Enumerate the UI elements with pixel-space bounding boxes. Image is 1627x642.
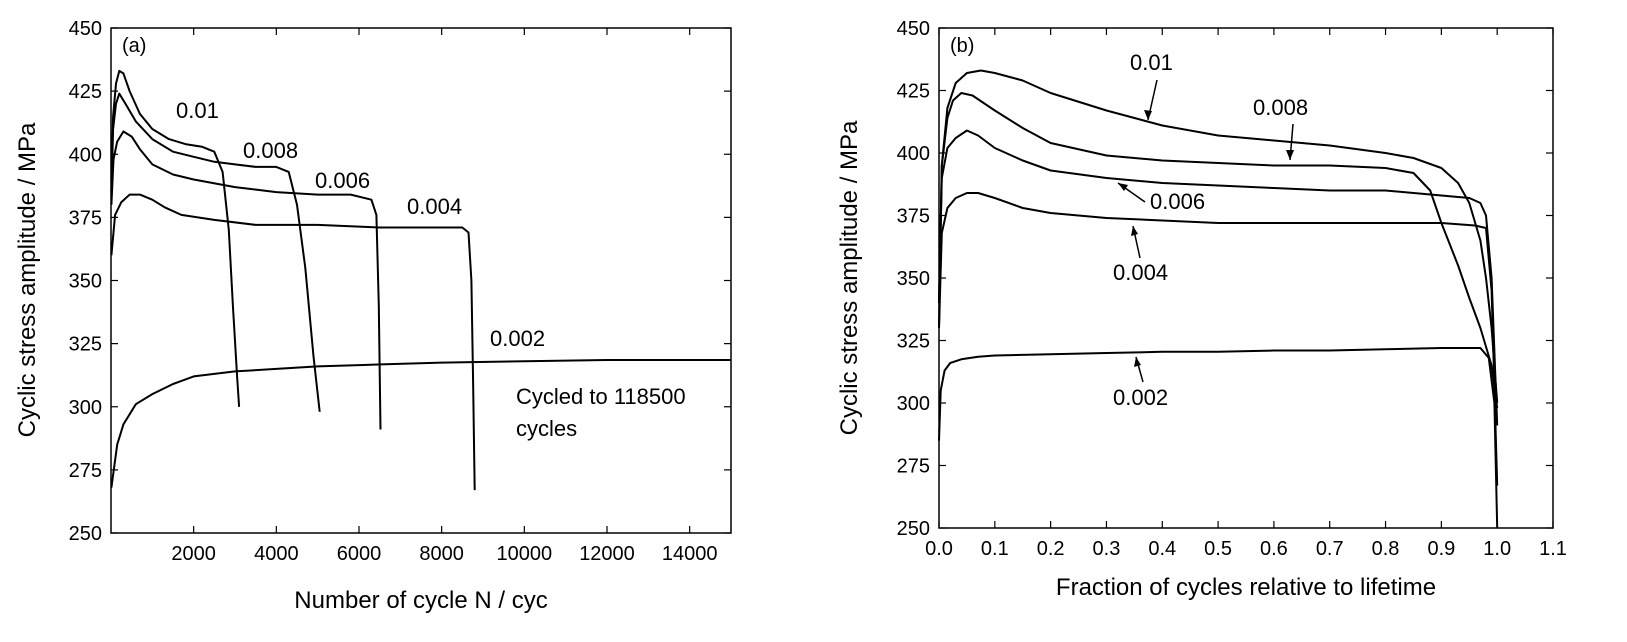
y-axis-label-a: Cyclic stress amplitude / MPa [14,122,41,437]
y-tick-label: 300 [69,397,102,419]
x-tick-label: 1.0 [1483,538,1511,560]
ticks-b: 250 275 300 325 350 375 400 425 450 0.0 0.1 0.2 0.3 0… [897,18,1567,560]
x-tick-label: 14000 [662,543,718,565]
annotation-a-cycled: Cycled to 118500 [516,384,686,409]
annotation-b-0.008: 0.008 [1253,95,1308,120]
y-tick-label: 275 [69,460,102,482]
y-tick-label: 300 [897,393,930,415]
arrowhead-b-0.002 [1134,357,1141,367]
y-tick-label: 425 [897,81,930,103]
y-tick-label: 375 [897,206,930,228]
y-tick-label: 325 [69,334,102,356]
y-tick-label: 250 [69,523,102,545]
curves-b [938,69,1499,529]
annotation-a-0.01: 0.01 [176,98,219,123]
x-tick-label: 12000 [579,543,635,565]
x-tick-label: 0.5 [1204,538,1232,560]
annotation-b-0.004: 0.004 [1113,260,1168,285]
x-tick-label: 0.6 [1260,538,1288,560]
series-line-b-0.01 [938,69,1499,404]
annotation-a-0.006: 0.006 [315,168,370,193]
x-tick-label: 0.1 [981,538,1009,560]
x-tick-label: 0.0 [925,538,953,560]
arrowhead-b-0.008 [1286,150,1294,160]
panel-b: 250 275 300 325 350 375 400 425 450 0.0 0.1 0.2 0.3 0… [836,18,1567,601]
y-tick-label: 450 [897,18,930,40]
annotation-a-0.004: 0.004 [407,194,462,219]
y-axis-label-b: Cyclic stress amplitude / MPa [836,120,863,435]
arrowhead-b-0.004 [1131,226,1138,236]
series-line-a-0.008 [110,92,321,412]
x-tick-label: 0.2 [1037,538,1065,560]
annotation-a-0.002: 0.002 [490,326,545,351]
panel-a: 250 275 300 325 350 375 400 425 450 2000 4000 6000 8… [14,18,732,614]
annotation-b-0.01: 0.01 [1130,50,1173,75]
curves-a [110,69,731,491]
x-axis-label-a: Number of cycle N / cyc [294,587,547,614]
x-tick-label: 0.7 [1316,538,1344,560]
series-line-b-0.002 [938,347,1499,529]
panel-label-b: (b) [950,35,974,57]
series-line-b-0.008 [938,92,1499,409]
x-tick-label: 4000 [254,543,299,565]
x-tick-label: 0.4 [1148,538,1176,560]
x-tick-label: 1.1 [1539,538,1567,560]
arrowhead-b-0.01 [1144,110,1152,120]
y-tick-label: 325 [897,331,930,353]
y-tick-label: 275 [897,456,930,478]
series-line-a-0.002 [110,359,731,488]
x-tick-label: 0.8 [1372,538,1400,560]
y-tick-label: 400 [69,144,102,166]
x-axis-label-b: Fraction of cycles relative to lifetime [1056,574,1436,601]
x-tick-label: 6000 [337,543,382,565]
series-line-a-0.004 [110,193,476,491]
ticks-a: 250 275 300 325 350 375 400 425 450 2000 4000 6000 8… [69,18,731,565]
y-tick-label: 250 [897,518,930,540]
y-tick-label: 425 [69,81,102,103]
series-line-b-0.006 [938,129,1499,426]
y-tick-label: 350 [897,268,930,290]
annotation-a-0.008: 0.008 [243,138,298,163]
panel-label-a: (a) [122,35,146,57]
x-tick-label: 0.9 [1427,538,1455,560]
y-tick-label: 400 [897,143,930,165]
series-line-a-0.01 [110,69,241,407]
arrowhead-b-0.006 [1118,183,1128,191]
x-tick-label: 10000 [497,543,553,565]
annotation-a-cycles: cycles [516,416,577,441]
y-tick-label: 350 [69,271,102,293]
series-line-a-0.006 [110,130,382,430]
y-tick-label: 450 [69,18,102,40]
plot-frame-b [938,27,1554,529]
x-tick-label: 2000 [171,543,216,565]
y-tick-label: 375 [69,207,102,229]
annotation-b-0.006: 0.006 [1150,189,1205,214]
series-line-b-0.004 [938,192,1499,486]
x-tick-label: 8000 [419,543,464,565]
annotation-b-0.002: 0.002 [1113,385,1168,410]
x-tick-label: 0.3 [1093,538,1121,560]
